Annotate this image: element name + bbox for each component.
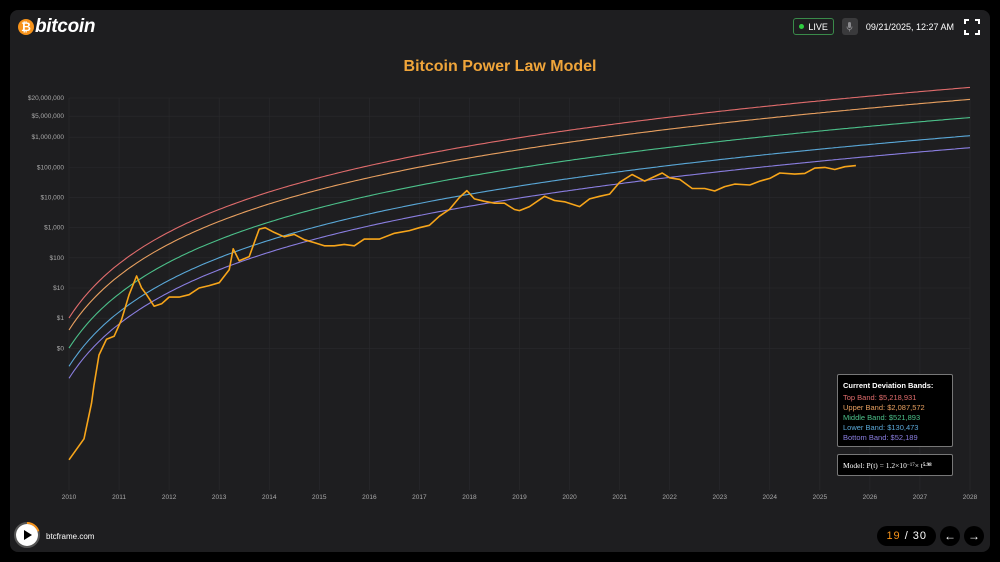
y-tick-label-3: $100,000 [37,164,64,171]
model-formula-box: Model: P(t) = 1.2×10 −17 × t 5.98 [837,454,953,476]
page-separator: / [904,530,909,542]
band-line-4 [68,147,971,379]
live-label: LIVE [808,21,828,32]
band-upper: Upper Band: $2,087,572 [843,403,925,412]
app-frame: ₿ bitcoin LIVE 09/21/2025, 12:27 AM Bitc… [10,10,990,552]
band-line-0 [68,86,971,319]
site-link[interactable]: btcframe.com [46,532,95,541]
model-prefix: Model: P(t) = 1.2×10 [843,460,907,470]
play-button[interactable] [16,524,38,546]
y-tick-label-8: $1 [57,315,65,322]
band-middle: Middle Band: $521,893 [843,413,921,422]
bitcoin-logo: ₿ bitcoin [18,16,95,38]
live-badge[interactable]: LIVE [793,18,834,35]
mic-button[interactable] [841,18,858,35]
power-law-chart: 2010 2011 2012 2013 2014 2015 2016 2017 2018 2019… [28,86,978,501]
x-tick-label-2015: 2015 [312,494,327,501]
x-tick-label-2014: 2014 [262,494,277,501]
progress-ring [14,522,40,548]
model-coef-exp: −17 [906,462,915,468]
chart-title: Bitcoin Power Law Model [403,58,597,75]
x-tick-label-2017: 2017 [412,494,427,501]
page-total: 30 [912,530,927,542]
bands-title: Current Deviation Bands: [843,381,934,390]
x-tick-label-2012: 2012 [162,494,177,501]
next-arrow-icon[interactable]: → [964,526,984,546]
x-tick-label-2011: 2011 [112,494,126,501]
x-tick-label-2026: 2026 [863,494,878,501]
band-line-1 [68,98,971,331]
y-tick-label-5: $1,000 [44,225,64,232]
x-tick-label-2027: 2027 [913,494,928,501]
fullscreen-icon[interactable] [964,18,980,35]
y-tick-label-0: $20,000,000 [28,95,65,102]
prev-arrow-icon[interactable]: ← [940,526,960,546]
y-tick-label-2: $1,000,000 [31,134,64,141]
x-tick-label-2021: 2021 [612,494,627,501]
bitcoin-coin-icon: ₿ [18,19,34,35]
x-tick-label-2028: 2028 [963,494,978,501]
x-tick-label-2025: 2025 [813,494,828,501]
band-bottom: Bottom Band: $52,189 [843,433,918,442]
datetime: 09/21/2025, 12:27 AM [865,21,954,32]
x-tick-label-2013: 2013 [212,494,227,501]
y-tick-label-1: $5,000,000 [31,113,64,120]
page-current: 19 [886,530,901,542]
band-line-3 [68,135,971,367]
x-tick-label-2020: 2020 [562,494,577,501]
mic-icon [847,21,853,31]
y-tick-label-4: $10,000 [41,195,65,202]
x-tick-label-2022: 2022 [662,494,677,501]
x-tick-label-2024: 2024 [763,494,778,501]
live-dot-icon [799,24,805,29]
play-icon [24,530,32,540]
page-indicator: 19 / 30 [877,526,936,546]
model-mid: × t [914,460,923,470]
y-tick-label-9: $0 [57,345,65,352]
x-tick-label-2019: 2019 [512,494,527,501]
x-tick-label-2016: 2016 [362,494,377,501]
band-line-2 [68,117,971,349]
x-tick-label-2010: 2010 [62,494,77,501]
btc-price-line [68,164,856,461]
y-tick-label-7: $10 [53,285,64,292]
x-tick-label-2023: 2023 [712,494,727,501]
logo-text: bitcoin [35,16,96,37]
y-tick-label-6: $100 [50,255,65,262]
x-tick-label-2018: 2018 [462,494,477,501]
band-top: Top Band: $5,218,931 [843,393,917,402]
header-controls: LIVE 09/21/2025, 12:27 AM [793,18,980,35]
deviation-bands-box: Current Deviation Bands: Top Band: $5,21… [837,374,953,447]
band-lower: Lower Band: $130,473 [843,423,919,432]
model-power-exp: 5.98 [922,462,932,468]
